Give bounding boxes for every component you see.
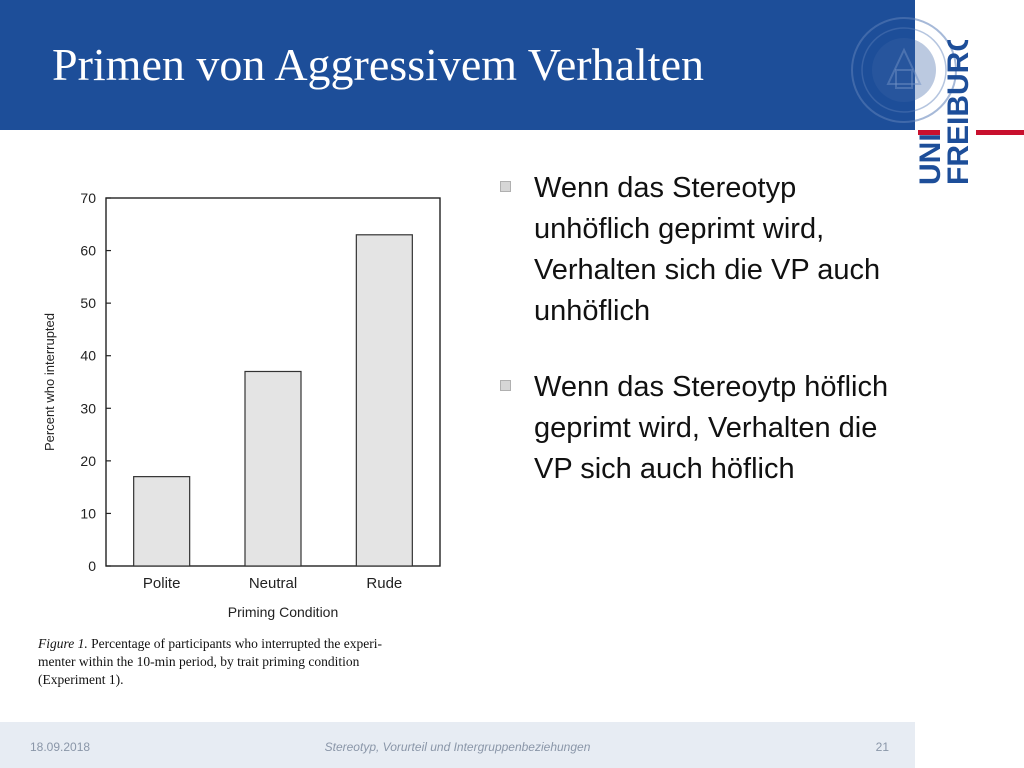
bullet-item: Wenn das Stereotyp unhöflich geprimt wir… xyxy=(494,168,894,332)
y-tick-label: 10 xyxy=(80,505,96,521)
x-tick-label: Neutral xyxy=(249,575,297,592)
y-tick-label: 30 xyxy=(80,400,96,416)
figure-caption-line: menter within the 10-min period, by trai… xyxy=(38,654,360,669)
chart-figure: 0 10 20 30 40 50 60 70 Polite Neutral Rude Priming … xyxy=(34,158,468,698)
footer-date: 18.09.2018 xyxy=(30,740,91,754)
figure-caption-line: Figure 1. Percentage of participants who… xyxy=(37,636,383,651)
logo-accent-bar-right xyxy=(976,130,1024,135)
x-axis-label: Priming Condition xyxy=(228,604,339,620)
university-seal-icon xyxy=(851,17,957,123)
y-tick-label: 20 xyxy=(80,453,96,469)
slide-header: Primen von Aggressivem Verhalten xyxy=(0,0,915,130)
bar-chart: 0 10 20 30 40 50 60 70 Polite Neutral Rude Priming … xyxy=(37,190,441,687)
footer-page-number: 21 xyxy=(875,740,889,754)
y-tick-label: 50 xyxy=(80,295,96,311)
uni-freiburg-logo: UNI FREIBURG xyxy=(918,40,1024,185)
bullet-text: Wenn das Stereoytp höflich geprimt wird,… xyxy=(534,371,889,485)
footer-course-title: Stereotyp, Vorurteil und Intergruppenbez… xyxy=(324,740,591,754)
slide-footer: 18.09.2018 Stereotyp, Vorurteil und Inte… xyxy=(0,722,915,768)
bar xyxy=(244,370,302,567)
y-tick-label: 0 xyxy=(88,558,96,574)
bullet-square-icon xyxy=(500,181,511,192)
logo-accent-bar-left xyxy=(918,130,940,135)
bullet-square-icon xyxy=(500,380,511,391)
x-tick-label: Polite xyxy=(143,575,181,592)
x-tick-label: Rude xyxy=(366,575,402,592)
bullet-list: Wenn das Stereotyp unhöflich geprimt wir… xyxy=(494,168,894,525)
y-tick-label: 40 xyxy=(80,348,96,364)
bullet-text: Wenn das Stereotyp unhöflich geprimt wir… xyxy=(534,172,881,327)
slide-title: Primen von Aggressivem Verhalten xyxy=(52,39,704,90)
logo-text-freiburg: FREIBURG xyxy=(942,40,975,185)
y-axis-label: Percent who interrupted xyxy=(42,313,57,451)
logo-text-uni: UNI xyxy=(918,133,947,185)
figure-caption-line: (Experiment 1). xyxy=(38,672,123,687)
y-tick-label: 60 xyxy=(80,243,96,259)
bullet-item: Wenn das Stereoytp höflich geprimt wird,… xyxy=(494,367,894,490)
bar xyxy=(355,234,413,567)
bar xyxy=(133,476,191,567)
y-tick-label: 70 xyxy=(80,190,96,206)
